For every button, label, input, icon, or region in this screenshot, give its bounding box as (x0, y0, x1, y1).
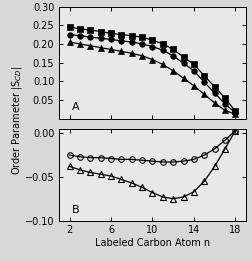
Text: A: A (72, 102, 80, 112)
X-axis label: Labeled Carbon Atom n: Labeled Carbon Atom n (95, 238, 210, 248)
Text: B: B (72, 205, 80, 215)
Text: Order Parameter |S$_{CD}$|: Order Parameter |S$_{CD}$| (10, 66, 24, 175)
